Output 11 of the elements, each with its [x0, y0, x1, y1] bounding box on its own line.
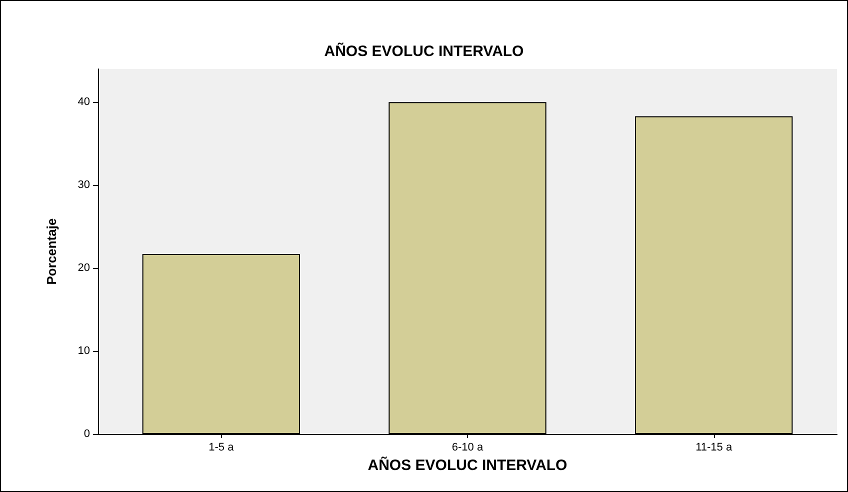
y-tick-label: 0: [84, 428, 90, 440]
y-tick-label: 20: [78, 262, 90, 274]
x-tick-label: 11-15 a: [696, 442, 733, 454]
x-tick-label: 1-5 a: [208, 442, 235, 454]
y-tick-label: 30: [78, 179, 90, 192]
y-tick-label: 10: [78, 345, 90, 358]
chart-title: AÑOS EVOLUC INTERVALO: [324, 42, 524, 60]
y-tick-label: 40: [78, 96, 90, 108]
y-axis-title: Porcentaje: [44, 218, 59, 285]
x-axis-title: AÑOS EVOLUC INTERVALO: [368, 456, 568, 474]
x-tick-label: 6-10 a: [452, 442, 484, 454]
